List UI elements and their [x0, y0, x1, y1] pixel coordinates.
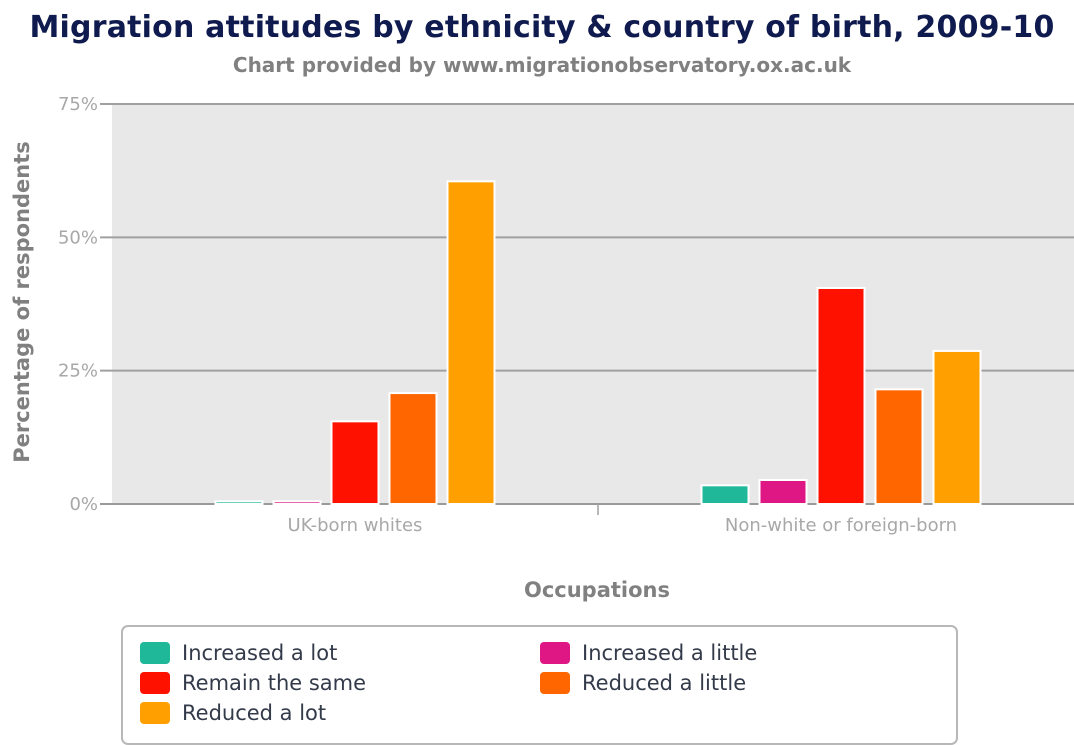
- legend: Increased a lot Increased a little Remain …: [121, 625, 958, 745]
- bar-remain-the-same[interactable]: [816, 287, 866, 505]
- legend-label: Increased a lot: [182, 641, 338, 665]
- bar-reduced-a-lot[interactable]: [932, 349, 982, 505]
- y-tick-label: 25%: [58, 361, 98, 382]
- bar-reduced-a-little[interactable]: [388, 392, 438, 506]
- x-tick-label: Non-white or foreign-born: [725, 515, 957, 536]
- legend-swatch: [140, 702, 170, 724]
- y-axis-title: Percentage of respondents: [10, 141, 34, 463]
- legend-item[interactable]: Increased a little: [540, 639, 757, 667]
- bar-increased-a-little[interactable]: [272, 500, 322, 506]
- chart-plot: 0% 25% 50% 75% UK-born whites Non-white or f…: [10, 94, 1074, 602]
- bar-increased-a-lot[interactable]: [214, 500, 264, 506]
- bar-remain-the-same[interactable]: [330, 420, 380, 506]
- legend-label: Reduced a little: [582, 671, 747, 695]
- legend-item[interactable]: Reduced a lot: [140, 699, 326, 727]
- x-tick-label: UK-born whites: [288, 515, 423, 536]
- legend-label: Increased a little: [582, 641, 758, 665]
- legend-item[interactable]: Increased a lot: [140, 639, 337, 667]
- legend-swatch: [140, 672, 170, 694]
- legend-item[interactable]: Reduced a little: [540, 669, 746, 697]
- bar-increased-a-little[interactable]: [758, 479, 808, 505]
- legend-swatch: [140, 642, 170, 664]
- legend-label: Reduced a lot: [182, 701, 327, 725]
- x-axis-title: Occupations: [524, 578, 670, 602]
- plot-background: [112, 104, 1074, 504]
- chart-title: Migration attitudes by ethnicity & count…: [29, 10, 1055, 45]
- chart-subtitle: Chart provided by www.migrationobservato…: [232, 53, 852, 77]
- bar-increased-a-lot[interactable]: [700, 484, 750, 506]
- bar-reduced-a-lot[interactable]: [446, 180, 496, 505]
- legend-swatch: [540, 672, 570, 694]
- y-tick-label: 0%: [69, 494, 98, 515]
- legend-item[interactable]: Remain the same: [140, 669, 366, 697]
- legend-swatch: [540, 642, 570, 664]
- legend-label: Remain the same: [182, 671, 367, 695]
- y-tick-label: 50%: [58, 227, 98, 248]
- bar-reduced-a-little[interactable]: [874, 388, 924, 506]
- y-tick-label: 75%: [58, 94, 98, 115]
